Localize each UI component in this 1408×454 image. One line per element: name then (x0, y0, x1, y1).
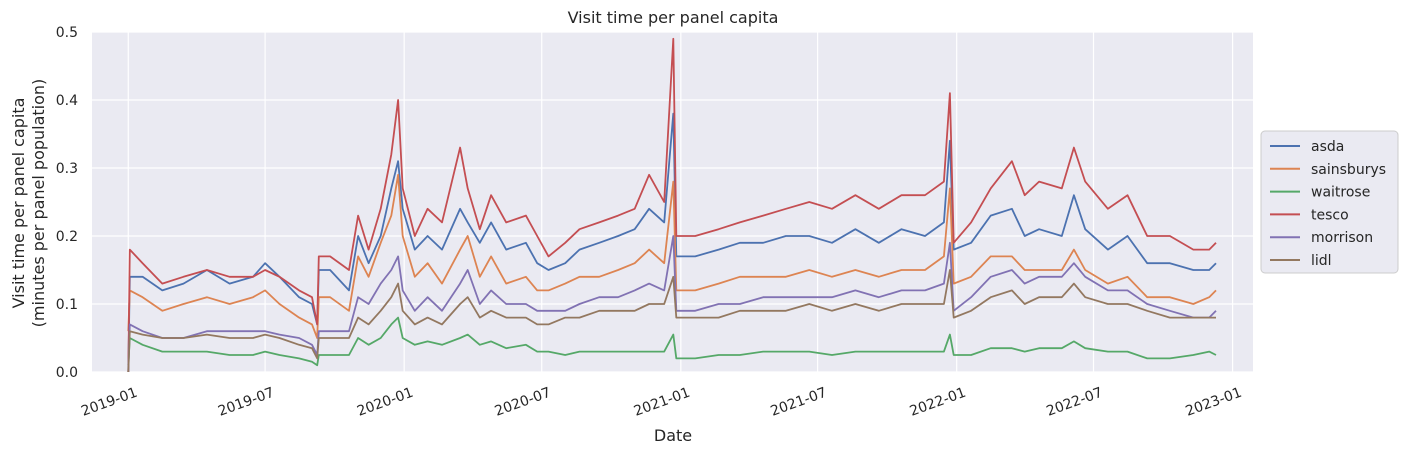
series-line-lidl (127, 269, 1216, 373)
y-tick-label: 0.1 (56, 297, 78, 313)
chart-title: Visit time per panel capita (568, 8, 779, 27)
x-tick-label: 2020-01 (355, 385, 415, 420)
x-tick-label: 2022-01 (908, 385, 968, 420)
legend-label-lidl: lidl (1311, 253, 1332, 269)
x-axis-ticks: 2019-01 2019-07 2020-01 2020-07 2021-01 2021-… (79, 385, 1244, 420)
x-tick-label: 2021-01 (632, 385, 692, 420)
legend-label-waitrose: waitrose (1311, 185, 1370, 201)
x-tick-label: 2023-01 (1184, 385, 1244, 420)
series-line-morrison (127, 235, 1217, 373)
grid (92, 31, 1253, 373)
series-line-waitrose (127, 316, 1217, 367)
series-line-sainsburys (127, 173, 1217, 339)
x-tick-label: 2020-07 (493, 385, 553, 420)
y-tick-label: 0.0 (56, 365, 78, 381)
x-tick-label: 2021-07 (769, 385, 829, 420)
y-axis-label: Visit time per panel capita (minutes per… (9, 79, 48, 328)
y-tick-label: 0.4 (56, 93, 78, 109)
x-tick-label: 2022-07 (1044, 385, 1104, 420)
legend-label-asda: asda (1311, 139, 1344, 155)
x-axis-label: Date (654, 426, 692, 445)
x-tick-label: 2019-01 (79, 385, 139, 420)
y-tick-label: 0.3 (56, 161, 78, 177)
legend: asda sainsburys waitrose tesco morrison lidl (1260, 130, 1399, 274)
legend-label-morrison: morrison (1311, 230, 1373, 246)
legend-label-tesco: tesco (1311, 207, 1349, 223)
y-axis-ticks: 0.0 0.1 0.2 0.3 0.4 0.5 (56, 25, 78, 381)
series-line-tesco (127, 37, 1217, 373)
y-tick-label: 0.5 (56, 25, 78, 41)
y-axis-label-line-2: (minutes per panel population) (29, 79, 48, 328)
plot-area (92, 32, 1253, 372)
x-tick-label: 2019-07 (216, 385, 276, 420)
y-axis-label-line-1: Visit time per panel capita (9, 98, 28, 309)
y-tick-label: 0.2 (56, 229, 78, 245)
series-layer (127, 37, 1217, 373)
legend-label-sainsburys: sainsburys (1311, 162, 1386, 178)
